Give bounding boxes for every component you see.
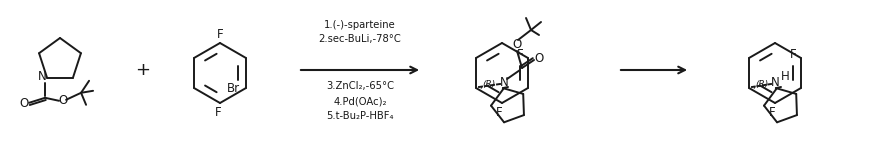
- Text: F: F: [495, 105, 502, 118]
- Text: (R): (R): [482, 80, 495, 88]
- Text: F: F: [769, 105, 775, 118]
- Text: +: +: [136, 61, 150, 79]
- Text: ,: ,: [753, 80, 755, 90]
- Text: 4.Pd(OAc)₂: 4.Pd(OAc)₂: [333, 96, 387, 106]
- Text: (R): (R): [755, 80, 769, 88]
- Text: N: N: [500, 77, 508, 89]
- Text: ,: ,: [480, 80, 482, 90]
- Text: 3.ZnCl₂,-65°C: 3.ZnCl₂,-65°C: [326, 81, 394, 91]
- Text: Br: Br: [227, 82, 240, 95]
- Text: F: F: [517, 49, 523, 62]
- Text: N: N: [771, 77, 779, 89]
- Text: F: F: [215, 105, 222, 118]
- Text: F: F: [216, 29, 223, 42]
- Text: 2.sec-BuLi,-78°C: 2.sec-BuLi,-78°C: [319, 34, 401, 44]
- Text: N: N: [37, 70, 46, 83]
- Text: F: F: [790, 49, 796, 62]
- Text: 1.(-)-sparteine: 1.(-)-sparteine: [324, 20, 396, 30]
- Text: O: O: [58, 94, 68, 107]
- Text: 5.t-Bu₂P-HBF₄: 5.t-Bu₂P-HBF₄: [326, 111, 394, 121]
- Text: H: H: [780, 70, 789, 83]
- Text: O: O: [513, 37, 521, 50]
- Text: O: O: [534, 51, 544, 65]
- Text: O: O: [19, 97, 29, 110]
